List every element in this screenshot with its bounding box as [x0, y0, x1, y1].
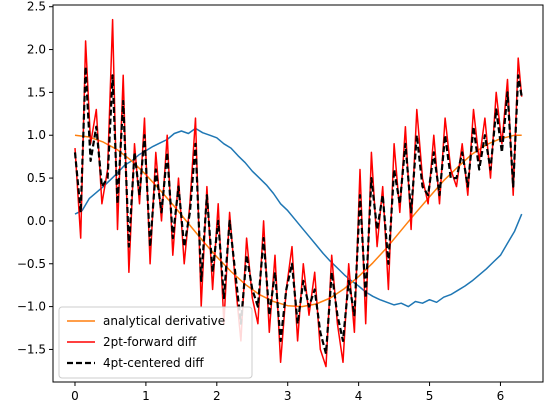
legend-label-centered: 4pt-centered diff [103, 356, 204, 370]
y-tick-label: −1.5 [17, 342, 46, 356]
x-tick-label: 0 [71, 389, 79, 403]
legend-label-forward: 2pt-forward diff [103, 335, 197, 349]
x-tick-label: 3 [284, 389, 292, 403]
y-tick-label: 1.5 [27, 85, 46, 99]
x-tick-label: 2 [213, 389, 221, 403]
x-tick-label: 4 [355, 389, 363, 403]
y-tick-label: 2.5 [27, 0, 46, 14]
legend: analytical derivative 2pt-forward diff 4pt… [59, 307, 252, 378]
x-tick-label: 1 [142, 389, 150, 403]
y-tick-label: 0.0 [27, 214, 46, 228]
y-tick-label: 1.0 [27, 128, 46, 142]
x-tick-label: 5 [426, 389, 434, 403]
y-tick-label: 0.5 [27, 171, 46, 185]
legend-label-analytical: analytical derivative [103, 314, 225, 328]
y-tick-label: −0.5 [17, 257, 46, 271]
y-tick-label: 2.0 [27, 43, 46, 57]
y-tick-label: −1.0 [17, 300, 46, 314]
x-tick-label: 6 [497, 389, 505, 403]
